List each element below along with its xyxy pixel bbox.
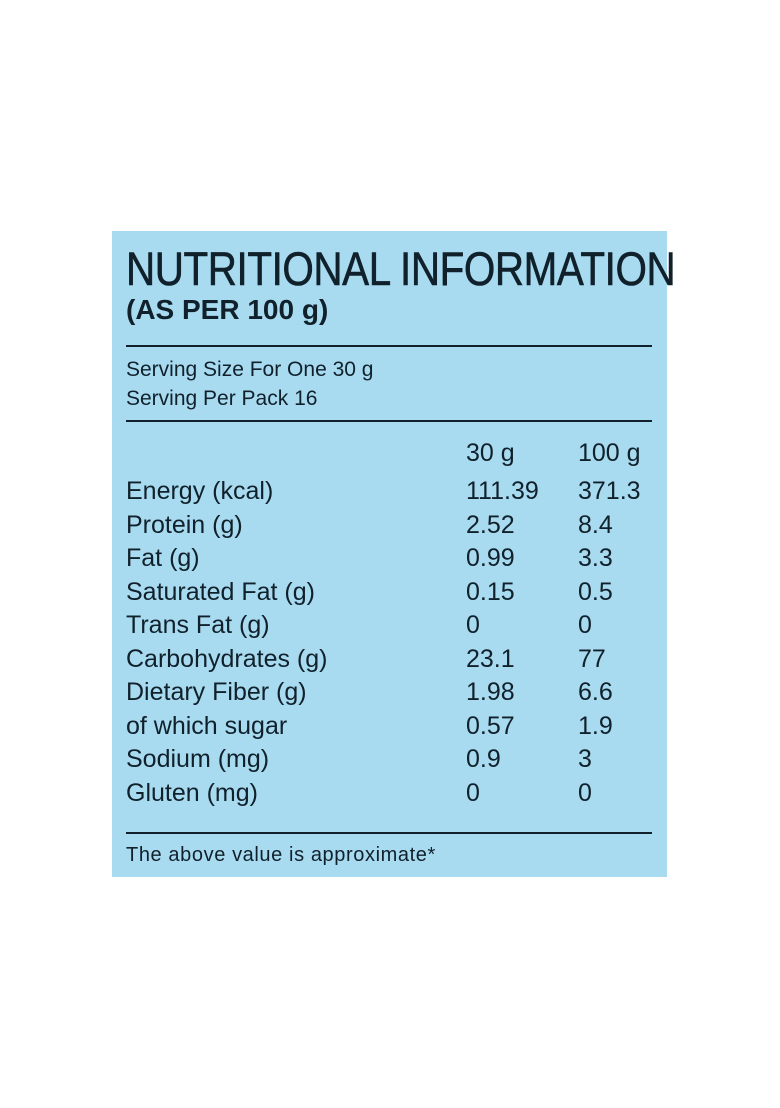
table-row: Gluten (mg) 0 0 <box>126 777 666 811</box>
value-100g: 3 <box>578 745 592 773</box>
nutrient-label: Energy (kcal) <box>126 477 274 505</box>
value-30g: 0.57 <box>466 711 515 740</box>
divider <box>126 345 652 347</box>
value-30g: 0.9 <box>466 745 501 773</box>
value-100g: 1.9 <box>578 711 613 740</box>
value-100g: 0 <box>578 611 592 639</box>
table-row: of which sugar 0.57 1.9 <box>126 710 666 744</box>
nutrient-label: Dietary Fiber (g) <box>126 678 307 706</box>
table-row: Energy (kcal) 111.39 371.3 <box>126 475 666 509</box>
serving-size: Serving Size For One 30 g <box>126 358 374 381</box>
nutrition-panel: NUTRITIONAL INFORMATION (AS PER 100 g) S… <box>112 231 676 877</box>
title: NUTRITIONAL INFORMATION <box>126 242 676 296</box>
value-100g: 0.5 <box>578 577 613 606</box>
divider <box>126 420 652 422</box>
table-row: Trans Fat (g) 0 0 <box>126 609 666 643</box>
nutrient-label: Protein (g) <box>126 510 243 539</box>
table-row: Saturated Fat (g) 0.15 0.5 <box>126 576 666 610</box>
divider <box>126 832 652 834</box>
nutrient-label: Gluten (mg) <box>126 778 258 807</box>
nutrient-label: Trans Fat (g) <box>126 611 270 639</box>
nutrient-label: Carbohydrates (g) <box>126 644 328 673</box>
nutrient-label: of which sugar <box>126 711 288 740</box>
footer-note: The above value is approximate* <box>126 844 436 866</box>
subtitle: (AS PER 100 g) <box>126 294 329 325</box>
value-30g: 0 <box>466 778 480 807</box>
value-30g: 0.15 <box>466 577 515 606</box>
value-30g: 111.39 <box>466 477 539 505</box>
value-100g: 77 <box>578 644 606 673</box>
value-100g: 6.6 <box>578 678 613 706</box>
value-30g: 0 <box>466 611 480 639</box>
value-30g: 0.99 <box>466 544 515 572</box>
value-100g: 8.4 <box>578 510 613 539</box>
table-row: Carbohydrates (g) 23.1 77 <box>126 643 666 677</box>
value-100g: 3.3 <box>578 544 613 572</box>
table-row: Protein (g) 2.52 8.4 <box>126 509 666 543</box>
nutrient-label: Sodium (mg) <box>126 745 270 773</box>
nutrient-label: Fat (g) <box>126 544 200 572</box>
table-row: Sodium (mg) 0.9 3 <box>126 743 666 777</box>
serving-per-pack: Serving Per Pack 16 <box>126 387 318 410</box>
table-row: Dietary Fiber (g) 1.98 6.6 <box>126 676 666 710</box>
value-100g: 0 <box>578 778 592 807</box>
nutrient-table: Energy (kcal) 111.39 371.3 Protein (g) 2.52 8… <box>126 475 666 810</box>
column-header-30g: 30 g <box>466 439 515 467</box>
value-30g: 23.1 <box>466 644 515 673</box>
table-row: Fat (g) 0.99 3.3 <box>126 542 666 576</box>
column-header-100g: 100 g <box>578 439 641 467</box>
value-30g: 2.52 <box>466 510 515 539</box>
value-100g: 371.3 <box>578 477 641 505</box>
value-30g: 1.98 <box>466 678 515 706</box>
nutrient-label: Saturated Fat (g) <box>126 577 315 606</box>
